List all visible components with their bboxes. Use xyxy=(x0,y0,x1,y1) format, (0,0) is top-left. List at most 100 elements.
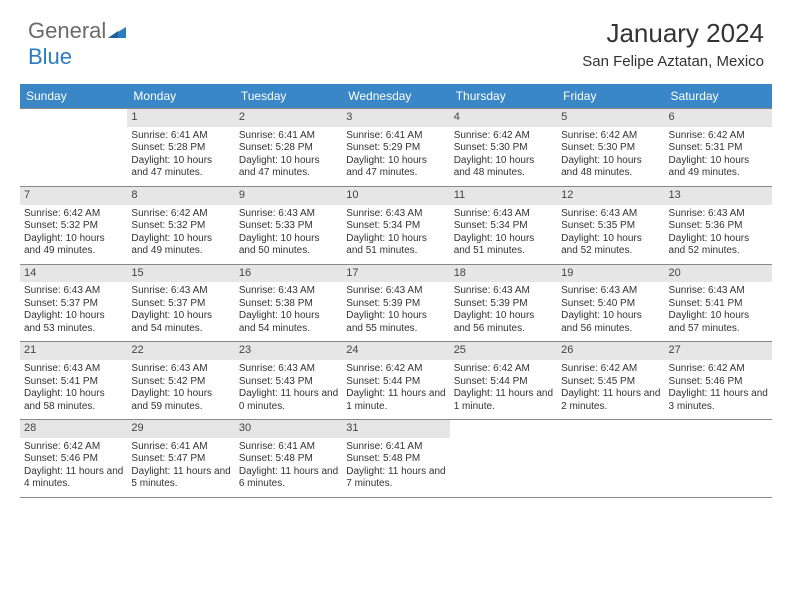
sunrise-line: Sunrise: 6:42 AM xyxy=(669,363,768,376)
calendar-cell: 17Sunrise: 6:43 AMSunset: 5:39 PMDayligh… xyxy=(342,265,449,342)
sunset-line: Sunset: 5:28 PM xyxy=(131,142,230,155)
daylight-line: Daylight: 11 hours and 2 minutes. xyxy=(561,388,660,413)
sunrise-line: Sunrise: 6:43 AM xyxy=(669,208,768,221)
sunrise-line: Sunrise: 6:42 AM xyxy=(24,441,123,454)
sunrise-line: Sunrise: 6:42 AM xyxy=(24,208,123,221)
sunset-line: Sunset: 5:45 PM xyxy=(561,376,660,389)
sunset-line: Sunset: 5:32 PM xyxy=(24,220,123,233)
day-number: 10 xyxy=(342,187,449,205)
sunset-line: Sunset: 5:30 PM xyxy=(561,142,660,155)
day-number: 30 xyxy=(235,420,342,438)
day-number: 4 xyxy=(450,109,557,127)
sunrise-line: Sunrise: 6:41 AM xyxy=(346,130,445,143)
calendar-day-header: Sunday Monday Tuesday Wednesday Thursday… xyxy=(20,84,772,108)
calendar-cell: 11Sunrise: 6:43 AMSunset: 5:34 PMDayligh… xyxy=(450,187,557,264)
daylight-line: Daylight: 11 hours and 4 minutes. xyxy=(24,466,123,491)
daylight-line: Daylight: 11 hours and 6 minutes. xyxy=(239,466,338,491)
day-number: 21 xyxy=(20,342,127,360)
day-number: 28 xyxy=(20,420,127,438)
day-number: 13 xyxy=(665,187,772,205)
daylight-line: Daylight: 10 hours and 59 minutes. xyxy=(131,388,230,413)
daylight-line: Daylight: 10 hours and 53 minutes. xyxy=(24,310,123,335)
calendar-cell: 25Sunrise: 6:42 AMSunset: 5:44 PMDayligh… xyxy=(450,342,557,419)
logo-text-gray: General xyxy=(28,18,106,43)
day-number: 11 xyxy=(450,187,557,205)
calendar-cell: 19Sunrise: 6:43 AMSunset: 5:40 PMDayligh… xyxy=(557,265,664,342)
page-title: January 2024 xyxy=(582,18,764,49)
sunrise-line: Sunrise: 6:43 AM xyxy=(239,363,338,376)
day-number: 16 xyxy=(235,265,342,283)
logo-text: General Blue xyxy=(28,18,126,70)
calendar-cell: 20Sunrise: 6:43 AMSunset: 5:41 PMDayligh… xyxy=(665,265,772,342)
calendar-cell: 13 Sunrise: 6:43 AMSunset: 5:36 PMDayligh… xyxy=(665,187,772,264)
sunrise-line: Sunrise: 6:43 AM xyxy=(561,285,660,298)
sunrise-line: Sunrise: 6:41 AM xyxy=(239,441,338,454)
calendar-week-row: 28Sunrise: 6:42 AMSunset: 5:46 PMDayligh… xyxy=(20,419,772,498)
day-number: 6 xyxy=(665,109,772,127)
day-number: 14 xyxy=(20,265,127,283)
day-number: 20 xyxy=(665,265,772,283)
day-number: 29 xyxy=(127,420,234,438)
sunrise-line: Sunrise: 6:42 AM xyxy=(346,363,445,376)
sunrise-line: Sunrise: 6:43 AM xyxy=(131,285,230,298)
day-number: 24 xyxy=(342,342,449,360)
sunrise-line: Sunrise: 6:43 AM xyxy=(561,208,660,221)
title-block: January 2024 San Felipe Aztatan, Mexico xyxy=(582,18,764,70)
sunset-line: Sunset: 5:39 PM xyxy=(454,298,553,311)
sunrise-line: Sunrise: 6:43 AM xyxy=(24,363,123,376)
calendar-cell: 1Sunrise: 6:41 AMSunset: 5:28 PMDaylight… xyxy=(127,109,234,186)
calendar-cell xyxy=(20,109,127,186)
calendar: Sunday Monday Tuesday Wednesday Thursday… xyxy=(20,84,772,498)
sunrise-line: Sunrise: 6:42 AM xyxy=(561,130,660,143)
calendar-cell: 26Sunrise: 6:42 AMSunset: 5:45 PMDayligh… xyxy=(557,342,664,419)
sunset-line: Sunset: 5:42 PM xyxy=(131,376,230,389)
sunset-line: Sunset: 5:44 PM xyxy=(454,376,553,389)
day-label-sunday: Sunday xyxy=(20,84,127,108)
day-number: 19 xyxy=(557,265,664,283)
sunset-line: Sunset: 5:36 PM xyxy=(669,220,768,233)
sunset-line: Sunset: 5:46 PM xyxy=(669,376,768,389)
daylight-line: Daylight: 10 hours and 49 minutes. xyxy=(131,233,230,258)
daylight-line: Daylight: 10 hours and 52 minutes. xyxy=(561,233,660,258)
daylight-line: Daylight: 10 hours and 54 minutes. xyxy=(239,310,338,335)
calendar-cell: 7Sunrise: 6:42 AMSunset: 5:32 PMDaylight… xyxy=(20,187,127,264)
calendar-cell: 24Sunrise: 6:42 AMSunset: 5:44 PMDayligh… xyxy=(342,342,449,419)
calendar-cell: 28Sunrise: 6:42 AMSunset: 5:46 PMDayligh… xyxy=(20,420,127,497)
calendar-cell: 4Sunrise: 6:42 AMSunset: 5:30 PMDaylight… xyxy=(450,109,557,186)
day-number: 5 xyxy=(557,109,664,127)
logo-mark-icon xyxy=(108,18,126,44)
daylight-line: Daylight: 10 hours and 47 minutes. xyxy=(346,155,445,180)
daylight-line: Daylight: 10 hours and 54 minutes. xyxy=(131,310,230,335)
daylight-line: Daylight: 11 hours and 7 minutes. xyxy=(346,466,445,491)
sunset-line: Sunset: 5:28 PM xyxy=(239,142,338,155)
sunrise-line: Sunrise: 6:41 AM xyxy=(131,441,230,454)
sunset-line: Sunset: 5:34 PM xyxy=(346,220,445,233)
day-number: 1 xyxy=(127,109,234,127)
day-number: 7 xyxy=(20,187,127,205)
logo-text-blue: Blue xyxy=(28,44,72,69)
daylight-line: Daylight: 11 hours and 1 minute. xyxy=(454,388,553,413)
calendar-cell: 2Sunrise: 6:41 AMSunset: 5:28 PMDaylight… xyxy=(235,109,342,186)
day-label-saturday: Saturday xyxy=(665,84,772,108)
sunrise-line: Sunrise: 6:43 AM xyxy=(454,285,553,298)
sunset-line: Sunset: 5:29 PM xyxy=(346,142,445,155)
day-label-tuesday: Tuesday xyxy=(235,84,342,108)
day-number: 31 xyxy=(342,420,449,438)
day-number: 22 xyxy=(127,342,234,360)
calendar-week-row: 14Sunrise: 6:43 AMSunset: 5:37 PMDayligh… xyxy=(20,264,772,342)
sunset-line: Sunset: 5:41 PM xyxy=(669,298,768,311)
daylight-line: Daylight: 10 hours and 56 minutes. xyxy=(561,310,660,335)
day-label-monday: Monday xyxy=(127,84,234,108)
daylight-line: Daylight: 10 hours and 52 minutes. xyxy=(669,233,768,258)
sunrise-line: Sunrise: 6:43 AM xyxy=(346,285,445,298)
calendar-cell: 22Sunrise: 6:43 AMSunset: 5:42 PMDayligh… xyxy=(127,342,234,419)
calendar-cell: 23Sunrise: 6:43 AMSunset: 5:43 PMDayligh… xyxy=(235,342,342,419)
day-number: 12 xyxy=(557,187,664,205)
calendar-cell: 30Sunrise: 6:41 AMSunset: 5:48 PMDayligh… xyxy=(235,420,342,497)
day-number: 26 xyxy=(557,342,664,360)
sunrise-line: Sunrise: 6:43 AM xyxy=(346,208,445,221)
sunset-line: Sunset: 5:35 PM xyxy=(561,220,660,233)
calendar-cell: 18Sunrise: 6:43 AMSunset: 5:39 PMDayligh… xyxy=(450,265,557,342)
calendar-cell: 21Sunrise: 6:43 AMSunset: 5:41 PMDayligh… xyxy=(20,342,127,419)
sunrise-line: Sunrise: 6:43 AM xyxy=(454,208,553,221)
